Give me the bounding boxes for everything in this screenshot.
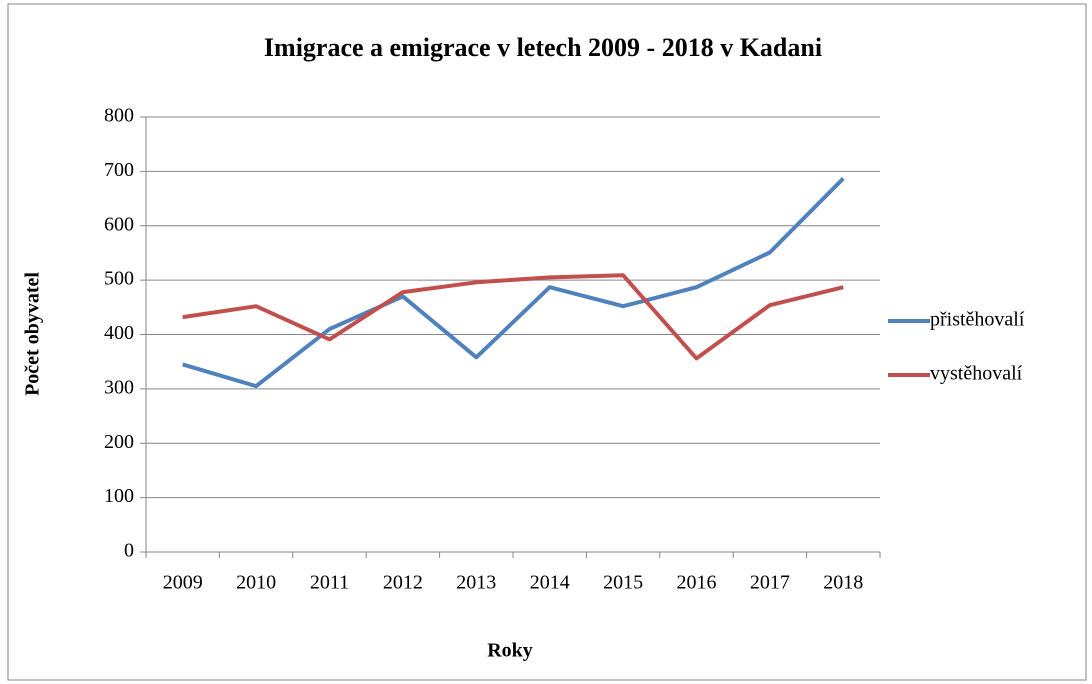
y-tick-label: 0 bbox=[124, 540, 134, 562]
x-tick-label: 2015 bbox=[603, 572, 643, 594]
y-tick-label: 100 bbox=[104, 485, 134, 507]
y-tick-label: 600 bbox=[104, 213, 134, 235]
x-tick-label: 2012 bbox=[383, 572, 423, 594]
legend-label: přistěhovalí bbox=[930, 309, 1025, 331]
y-tick-label: 200 bbox=[104, 431, 134, 453]
series-line bbox=[182, 273, 844, 361]
x-axis-title: Roky bbox=[487, 640, 533, 662]
x-tick-label: 2014 bbox=[530, 572, 570, 594]
y-axis-title: Počet obyvatel bbox=[22, 272, 44, 396]
y-tick-label: 700 bbox=[104, 159, 134, 181]
x-tick-label: 2009 bbox=[163, 572, 203, 594]
x-tick-label: 2016 bbox=[677, 572, 717, 594]
y-tick-label: 300 bbox=[104, 376, 134, 398]
y-tick-label: 400 bbox=[104, 322, 134, 344]
x-tick-label: 2017 bbox=[750, 572, 790, 594]
y-tick-label: 500 bbox=[104, 268, 134, 290]
x-tick-label: 2013 bbox=[456, 572, 496, 594]
x-tick-label: 2018 bbox=[823, 572, 863, 594]
x-tick-label: 2011 bbox=[310, 572, 349, 594]
legend-label: vystěhovalí bbox=[930, 363, 1023, 385]
x-tick-label: 2010 bbox=[236, 572, 276, 594]
series-line bbox=[182, 177, 845, 389]
y-tick-label: 800 bbox=[104, 105, 134, 127]
chart-title: Imigrace a emigrace v letech 2009 - 2018… bbox=[264, 33, 822, 62]
